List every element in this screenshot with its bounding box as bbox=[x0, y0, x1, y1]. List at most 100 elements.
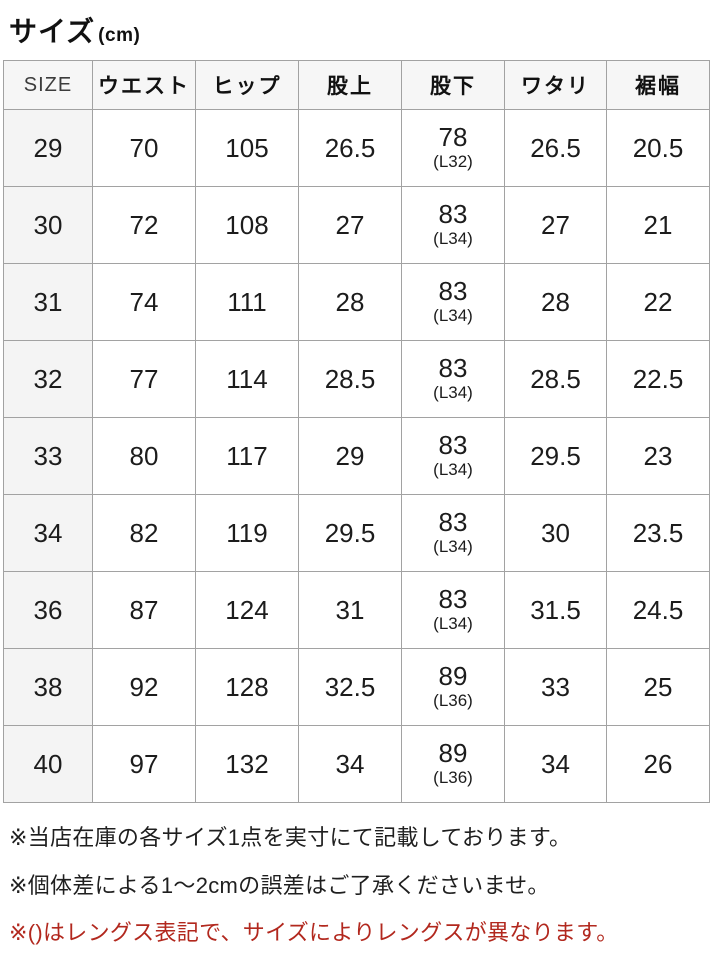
hem-cell: 21 bbox=[606, 186, 710, 264]
column-header-waist: ウエスト bbox=[92, 60, 196, 110]
size-cell: 40 bbox=[3, 725, 93, 803]
thigh-cell: 28.5 bbox=[504, 340, 607, 418]
inseam-length-label: (L34) bbox=[433, 537, 473, 557]
thigh-cell: 33 bbox=[504, 648, 607, 726]
table-row: 30 72 108 27 83 (L34) 27 21 bbox=[3, 186, 710, 264]
rise-cell: 32.5 bbox=[298, 648, 402, 726]
size-cell: 30 bbox=[3, 186, 93, 264]
rise-cell: 28 bbox=[298, 263, 402, 341]
inseam-length-label: (L34) bbox=[433, 229, 473, 249]
waist-cell: 77 bbox=[92, 340, 196, 418]
hip-cell: 108 bbox=[195, 186, 299, 264]
notes-section: ※当店在庫の各サイズ1点を実寸にて記載しております。 ※個体差による1〜2cmの… bbox=[9, 824, 708, 948]
page-title-text: サイズ bbox=[9, 16, 96, 47]
thigh-cell: 27 bbox=[504, 186, 607, 264]
hem-cell: 20.5 bbox=[606, 109, 710, 187]
inseam-cell: 78 (L32) bbox=[401, 109, 505, 187]
inseam-cell: 83 (L34) bbox=[401, 417, 505, 495]
hip-cell: 117 bbox=[195, 417, 299, 495]
hip-cell: 119 bbox=[195, 494, 299, 572]
waist-cell: 70 bbox=[92, 109, 196, 187]
rise-cell: 34 bbox=[298, 725, 402, 803]
inseam-value: 83 bbox=[438, 198, 468, 229]
size-table: SIZE ウエスト ヒップ 股上 股下 ワタリ 裾幅 29 70 105 26.5 78… bbox=[3, 60, 710, 803]
inseam-cell: 83 (L34) bbox=[401, 340, 505, 418]
hip-cell: 105 bbox=[195, 109, 299, 187]
note-actual-measurement: ※当店在庫の各サイズ1点を実寸にて記載しております。 bbox=[9, 825, 572, 850]
waist-cell: 97 bbox=[92, 725, 196, 803]
inseam-cell: 83 (L34) bbox=[401, 571, 505, 649]
column-header-hip: ヒップ bbox=[195, 60, 299, 110]
thigh-cell: 26.5 bbox=[504, 109, 607, 187]
inseam-value: 89 bbox=[438, 737, 468, 768]
size-cell: 36 bbox=[3, 571, 93, 649]
thigh-cell: 29.5 bbox=[504, 417, 607, 495]
inseam-value: 83 bbox=[438, 352, 468, 383]
inseam-length-label: (L34) bbox=[433, 306, 473, 326]
size-table-body: 29 70 105 26.5 78 (L32) 26.5 20.5 30 72 108 27 83 (L3… bbox=[3, 109, 710, 803]
rise-cell: 29.5 bbox=[298, 494, 402, 572]
size-cell: 31 bbox=[3, 263, 93, 341]
rise-cell: 27 bbox=[298, 186, 402, 264]
rise-cell: 26.5 bbox=[298, 109, 402, 187]
hem-cell: 26 bbox=[606, 725, 710, 803]
size-cell: 29 bbox=[3, 109, 93, 187]
size-cell: 34 bbox=[3, 494, 93, 572]
table-row: 32 77 114 28.5 83 (L34) 28.5 22.5 bbox=[3, 340, 710, 418]
hip-cell: 111 bbox=[195, 263, 299, 341]
page-title: サイズ (cm) bbox=[9, 10, 708, 50]
hem-cell: 24.5 bbox=[606, 571, 710, 649]
inseam-value: 83 bbox=[438, 583, 468, 614]
inseam-length-label: (L36) bbox=[433, 768, 473, 788]
hip-cell: 132 bbox=[195, 725, 299, 803]
size-cell: 32 bbox=[3, 340, 93, 418]
thigh-cell: 31.5 bbox=[504, 571, 607, 649]
hem-cell: 25 bbox=[606, 648, 710, 726]
waist-cell: 74 bbox=[92, 263, 196, 341]
note-tolerance: ※個体差による1〜2cmの誤差はご了承くださいませ。 bbox=[9, 872, 550, 898]
table-row: 40 97 132 34 89 (L36) 34 26 bbox=[3, 725, 710, 803]
rise-cell: 29 bbox=[298, 417, 402, 495]
size-cell: 33 bbox=[3, 417, 93, 495]
inseam-cell: 83 (L34) bbox=[401, 494, 505, 572]
inseam-cell: 89 (L36) bbox=[401, 648, 505, 726]
hip-cell: 114 bbox=[195, 340, 299, 418]
thigh-cell: 34 bbox=[504, 725, 607, 803]
table-row: 36 87 124 31 83 (L34) 31.5 24.5 bbox=[3, 571, 710, 649]
inseam-cell: 89 (L36) bbox=[401, 725, 505, 803]
thigh-cell: 30 bbox=[504, 494, 607, 572]
hip-cell: 124 bbox=[195, 571, 299, 649]
inseam-cell: 83 (L34) bbox=[401, 186, 505, 264]
waist-cell: 87 bbox=[92, 571, 196, 649]
inseam-value: 83 bbox=[438, 275, 468, 306]
table-row: 31 74 111 28 83 (L34) 28 22 bbox=[3, 263, 710, 341]
inseam-length-label: (L34) bbox=[433, 614, 473, 634]
inseam-value: 89 bbox=[438, 660, 468, 691]
column-header-size: SIZE bbox=[3, 60, 93, 110]
rise-cell: 28.5 bbox=[298, 340, 402, 418]
size-cell: 38 bbox=[3, 648, 93, 726]
inseam-length-label: (L34) bbox=[433, 460, 473, 480]
hip-cell: 128 bbox=[195, 648, 299, 726]
waist-cell: 72 bbox=[92, 186, 196, 264]
inseam-length-label: (L32) bbox=[433, 152, 473, 172]
table-row: 34 82 119 29.5 83 (L34) 30 23.5 bbox=[3, 494, 710, 572]
column-header-rise: 股上 bbox=[298, 60, 402, 110]
table-row: 38 92 128 32.5 89 (L36) 33 25 bbox=[3, 648, 710, 726]
inseam-length-label: (L34) bbox=[433, 383, 473, 403]
column-header-thigh: ワタリ bbox=[504, 60, 607, 110]
inseam-length-label: (L36) bbox=[433, 691, 473, 711]
header-row: SIZE ウエスト ヒップ 股上 股下 ワタリ 裾幅 bbox=[3, 60, 710, 110]
page-title-unit: (cm) bbox=[98, 25, 141, 46]
rise-cell: 31 bbox=[298, 571, 402, 649]
inseam-cell: 83 (L34) bbox=[401, 263, 505, 341]
waist-cell: 80 bbox=[92, 417, 196, 495]
column-header-inseam: 股下 bbox=[401, 60, 505, 110]
inseam-value: 78 bbox=[438, 121, 468, 152]
column-header-hem: 裾幅 bbox=[606, 60, 710, 110]
inseam-value: 83 bbox=[438, 506, 468, 537]
hem-cell: 22.5 bbox=[606, 340, 710, 418]
hem-cell: 23 bbox=[606, 417, 710, 495]
thigh-cell: 28 bbox=[504, 263, 607, 341]
